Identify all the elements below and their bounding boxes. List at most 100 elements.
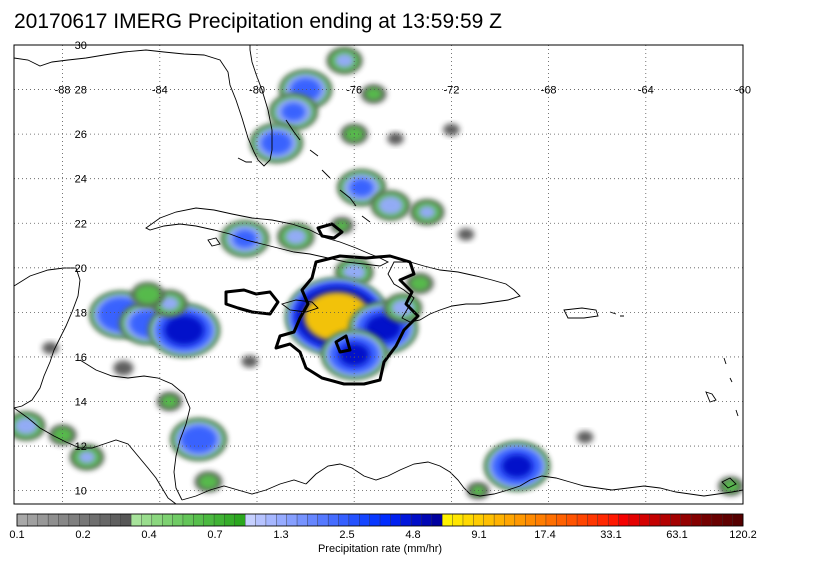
colorbar-swatch	[587, 513, 599, 527]
precip-cell	[457, 228, 475, 241]
precip-contour-level	[241, 355, 258, 368]
colorbar-swatch	[525, 513, 537, 527]
colorbar-swatch	[348, 513, 360, 527]
latitude-label: 26	[75, 129, 87, 141]
colorbar-swatch	[670, 513, 682, 527]
precip-cell	[148, 303, 220, 357]
precip-cell	[241, 355, 258, 368]
colorbar-swatch	[431, 513, 443, 527]
latitude-label: 24	[75, 174, 87, 186]
colorbar-swatch	[151, 513, 163, 527]
colorbar-swatch	[442, 513, 454, 527]
colorbar-swatch	[628, 513, 640, 527]
coastline-lesser-antilles	[705, 357, 739, 417]
colorbar-swatch	[732, 513, 744, 527]
coastline-trinidad	[721, 477, 737, 489]
latitude-label: 10	[75, 486, 87, 498]
colorbar-swatch	[359, 513, 371, 527]
colorbar-swatch	[265, 513, 277, 527]
colorbar-swatch	[327, 513, 340, 527]
precip-contour-level	[349, 178, 374, 197]
colorbar-swatch	[473, 513, 485, 527]
coastline-hispaniola	[387, 261, 521, 323]
colorbar-swatch	[421, 513, 433, 527]
latitude-label: 20	[75, 263, 87, 275]
precip-cell	[194, 471, 223, 493]
colorbar-swatch	[79, 513, 91, 527]
precip-cell	[48, 424, 77, 446]
colorbar-labels: 0.1 0.2 0.4 0.7 1.3 2.5 4.8 9.1 17.4 33.1 63.1 120.…	[9, 529, 756, 541]
precip-contour-level	[501, 454, 533, 478]
colorbar-label: 4.8	[405, 529, 420, 541]
colorbar-label: 0.1	[9, 529, 24, 541]
precip-contour-level	[342, 263, 366, 282]
precip-contour-level	[78, 450, 96, 464]
contour-outline-west	[224, 288, 280, 316]
longitude-label: -80	[249, 85, 265, 97]
precip-cell	[337, 169, 386, 206]
coastline-jamaica	[281, 299, 319, 313]
colorbar-label: 0.2	[75, 529, 90, 541]
precip-contour-level	[338, 343, 370, 367]
colorbar-swatch	[286, 513, 298, 527]
colorbar-swatch	[659, 513, 671, 527]
colorbar-swatch	[649, 513, 661, 527]
colorbar-swatch	[483, 513, 495, 527]
colorbar-swatch	[193, 513, 205, 527]
coastline-panama	[181, 479, 307, 501]
precip-contour-level	[42, 341, 59, 355]
colorbar-swatch	[711, 513, 723, 527]
coastline-yucatan	[14, 267, 81, 409]
precip-contour-level	[113, 360, 134, 376]
precip-contour-level	[233, 230, 257, 248]
colorbar-swatch	[244, 513, 257, 527]
colorbar-swatch	[99, 513, 111, 527]
colorbar-swatch	[89, 513, 101, 527]
latitude-labels: 30 28 26 24 22 20 18 16 14 12 10	[75, 40, 87, 498]
contour-outline-inner	[334, 334, 352, 354]
colorbar-label: 33.1	[600, 529, 621, 541]
colorbar-swatch	[234, 513, 246, 527]
colorbar-label: 120.2	[729, 529, 757, 541]
latitude-label: 14	[75, 397, 87, 409]
precip-cell	[484, 441, 550, 491]
colorbar-swatch	[130, 513, 142, 527]
colorbar-swatch	[722, 513, 734, 527]
precip-cell	[277, 222, 315, 251]
colorbar-swatch	[545, 513, 557, 527]
colorbar-swatch	[701, 513, 713, 527]
precip-contour-level	[14, 417, 38, 435]
colorbar-swatch	[493, 513, 505, 527]
colorbar-swatch	[296, 513, 308, 527]
longitude-label: -76	[346, 85, 362, 97]
precip-cell	[250, 123, 303, 163]
precip-cell	[113, 360, 134, 376]
colorbar-title: Precipitation rate (mm/hr)	[317, 543, 443, 555]
precip-cell	[170, 418, 227, 461]
colorbar-swatch	[120, 513, 132, 527]
coastline-isle-of-youth	[207, 237, 221, 247]
precip-cell	[326, 47, 363, 75]
map-title: 20170617 IMERG Precipitation ending at 1…	[14, 10, 502, 33]
latitude-label: 18	[75, 307, 87, 319]
contour-outline-north	[316, 222, 344, 240]
precipitation-field	[14, 47, 743, 500]
precip-contour-level	[364, 87, 383, 101]
colorbar-swatch	[27, 513, 39, 527]
latitude-label: 16	[75, 352, 87, 364]
precip-contour-level	[387, 132, 404, 145]
precip-contour-level	[418, 205, 436, 219]
map-background	[14, 45, 743, 504]
longitude-label: -84	[152, 85, 168, 97]
precip-cell	[220, 220, 270, 257]
colorbar-swatch	[255, 513, 267, 527]
precip-cell	[14, 411, 46, 441]
coastline-bahamas	[285, 119, 371, 223]
precip-cell	[269, 93, 318, 130]
colorbar-swatch	[462, 513, 474, 527]
colorbar-swatch	[618, 513, 630, 527]
colorbar-swatch	[576, 513, 588, 527]
longitude-label: -72	[443, 85, 459, 97]
precip-cell	[405, 273, 434, 294]
